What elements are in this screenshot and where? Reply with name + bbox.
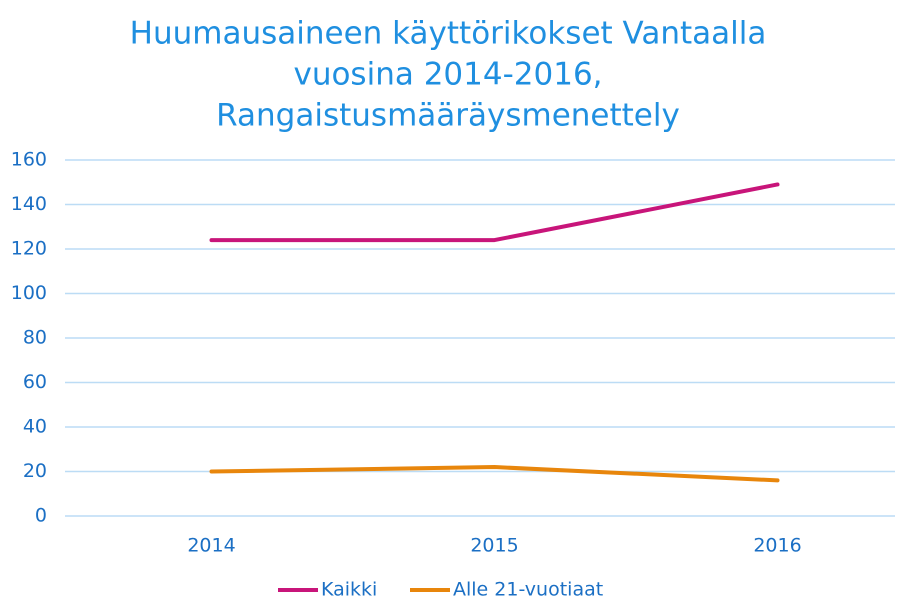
- chart-title: Huumausaineen käyttörikokset Vantaalla: [130, 16, 767, 52]
- y-tick-label: 100: [11, 282, 47, 304]
- series-line: [209, 182, 780, 243]
- y-tick-label: 40: [23, 416, 47, 438]
- y-tick-label: 80: [23, 327, 47, 349]
- chart-title: Rangaistusmääräysmenettely: [216, 98, 680, 134]
- y-tick-label: 20: [23, 460, 47, 482]
- legend-label: Alle 21-vuotiaat: [453, 579, 603, 601]
- y-tick-label: 120: [11, 238, 47, 260]
- y-tick-label: 160: [11, 149, 47, 171]
- legend-label: Kaikki: [321, 579, 377, 601]
- series-line: [209, 465, 780, 483]
- x-tick-label: 2015: [470, 535, 518, 557]
- y-tick-label: 0: [35, 505, 47, 527]
- y-tick-label: 140: [11, 193, 47, 215]
- x-tick-label: 2014: [187, 535, 235, 557]
- chart-title: vuosina 2014-2016,: [293, 57, 602, 93]
- y-tick-label: 60: [23, 371, 47, 393]
- x-tick-label: 2016: [753, 535, 801, 557]
